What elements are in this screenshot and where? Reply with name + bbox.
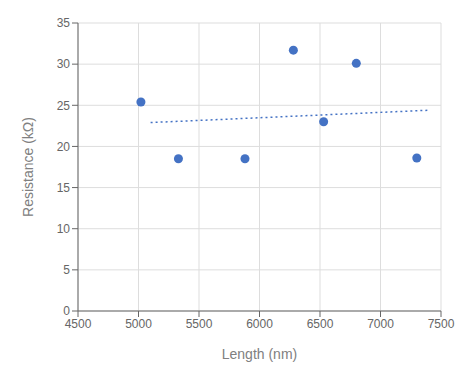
svg-text:5500: 5500 <box>186 317 213 331</box>
svg-text:20: 20 <box>57 140 71 154</box>
svg-text:5: 5 <box>63 263 70 277</box>
svg-text:6500: 6500 <box>307 317 334 331</box>
svg-text:0: 0 <box>63 304 70 318</box>
svg-text:10: 10 <box>57 222 71 236</box>
svg-text:6000: 6000 <box>246 317 273 331</box>
svg-text:7500: 7500 <box>428 317 455 331</box>
svg-text:5000: 5000 <box>125 317 152 331</box>
svg-text:Length (nm): Length (nm) <box>222 346 297 362</box>
svg-text:15: 15 <box>57 181 71 195</box>
svg-text:30: 30 <box>57 57 71 71</box>
svg-text:7000: 7000 <box>367 317 394 331</box>
svg-text:35: 35 <box>57 16 71 30</box>
svg-text:25: 25 <box>57 99 71 113</box>
svg-text:Resistance (kΩ): Resistance (kΩ) <box>20 117 36 217</box>
svg-text:4500: 4500 <box>65 317 92 331</box>
